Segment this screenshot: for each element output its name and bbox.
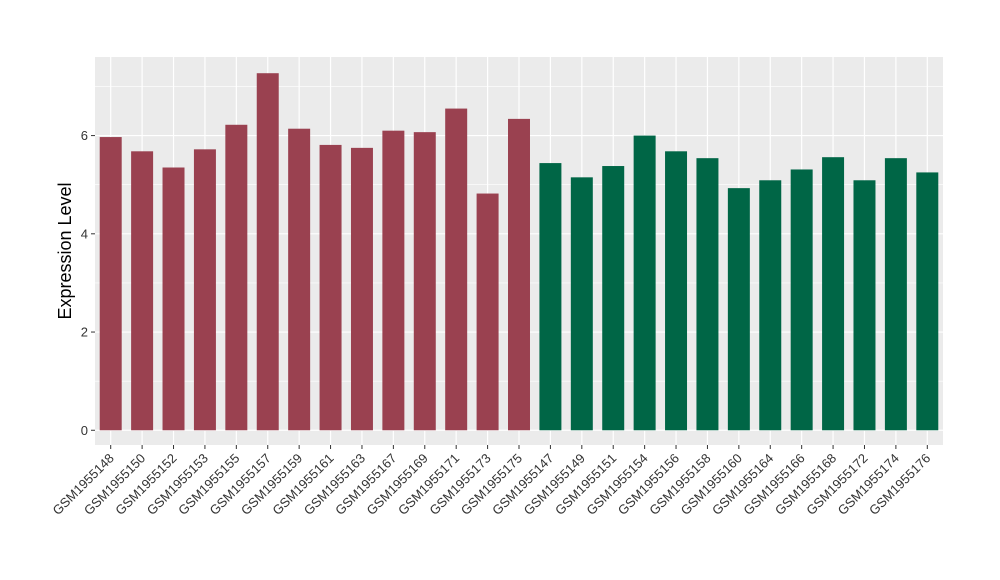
bar-GSM1955166: [790, 169, 813, 431]
bar-GSM1955149: [570, 177, 593, 431]
y-tick-label: 0: [81, 423, 88, 438]
bar-GSM1955164: [759, 180, 782, 431]
bar-GSM1955153: [193, 149, 216, 431]
y-tick-label: 6: [81, 128, 88, 143]
bar-GSM1955175: [508, 118, 530, 431]
bar-GSM1955163: [350, 147, 373, 431]
bar-GSM1955155: [225, 124, 248, 431]
bar-GSM1955167: [382, 130, 405, 431]
y-axis-title: Expression Level: [55, 182, 75, 319]
y-tick-label: 4: [81, 226, 88, 241]
bar-GSM1955173: [476, 193, 499, 431]
bar-GSM1955151: [602, 166, 625, 431]
x-axis: GSM1955148GSM1955150GSM1955152GSM1955153…: [49, 445, 933, 518]
bar-GSM1955152: [162, 167, 185, 431]
bar-GSM1955161: [319, 144, 342, 431]
bar-GSM1955156: [665, 151, 688, 431]
bar-GSM1955148: [99, 137, 122, 431]
bar-GSM1955158: [696, 158, 719, 431]
bar-GSM1955159: [288, 128, 311, 431]
bar-GSM1955174: [884, 158, 907, 431]
bar-GSM1955154: [633, 135, 656, 431]
bar-GSM1955172: [853, 180, 876, 431]
bars: [99, 73, 939, 431]
bar-GSM1955147: [539, 163, 562, 431]
bar-GSM1955176: [916, 172, 939, 431]
bar-GSM1955157: [256, 73, 279, 431]
bar-GSM1955160: [727, 188, 750, 431]
bar-GSM1955168: [822, 157, 845, 431]
y-tick-label: 2: [81, 325, 88, 340]
bar-GSM1955150: [131, 151, 154, 431]
bar-GSM1955171: [445, 108, 468, 431]
y-axis: 0 2 4 6: [81, 128, 95, 438]
bar-GSM1955169: [413, 132, 436, 431]
